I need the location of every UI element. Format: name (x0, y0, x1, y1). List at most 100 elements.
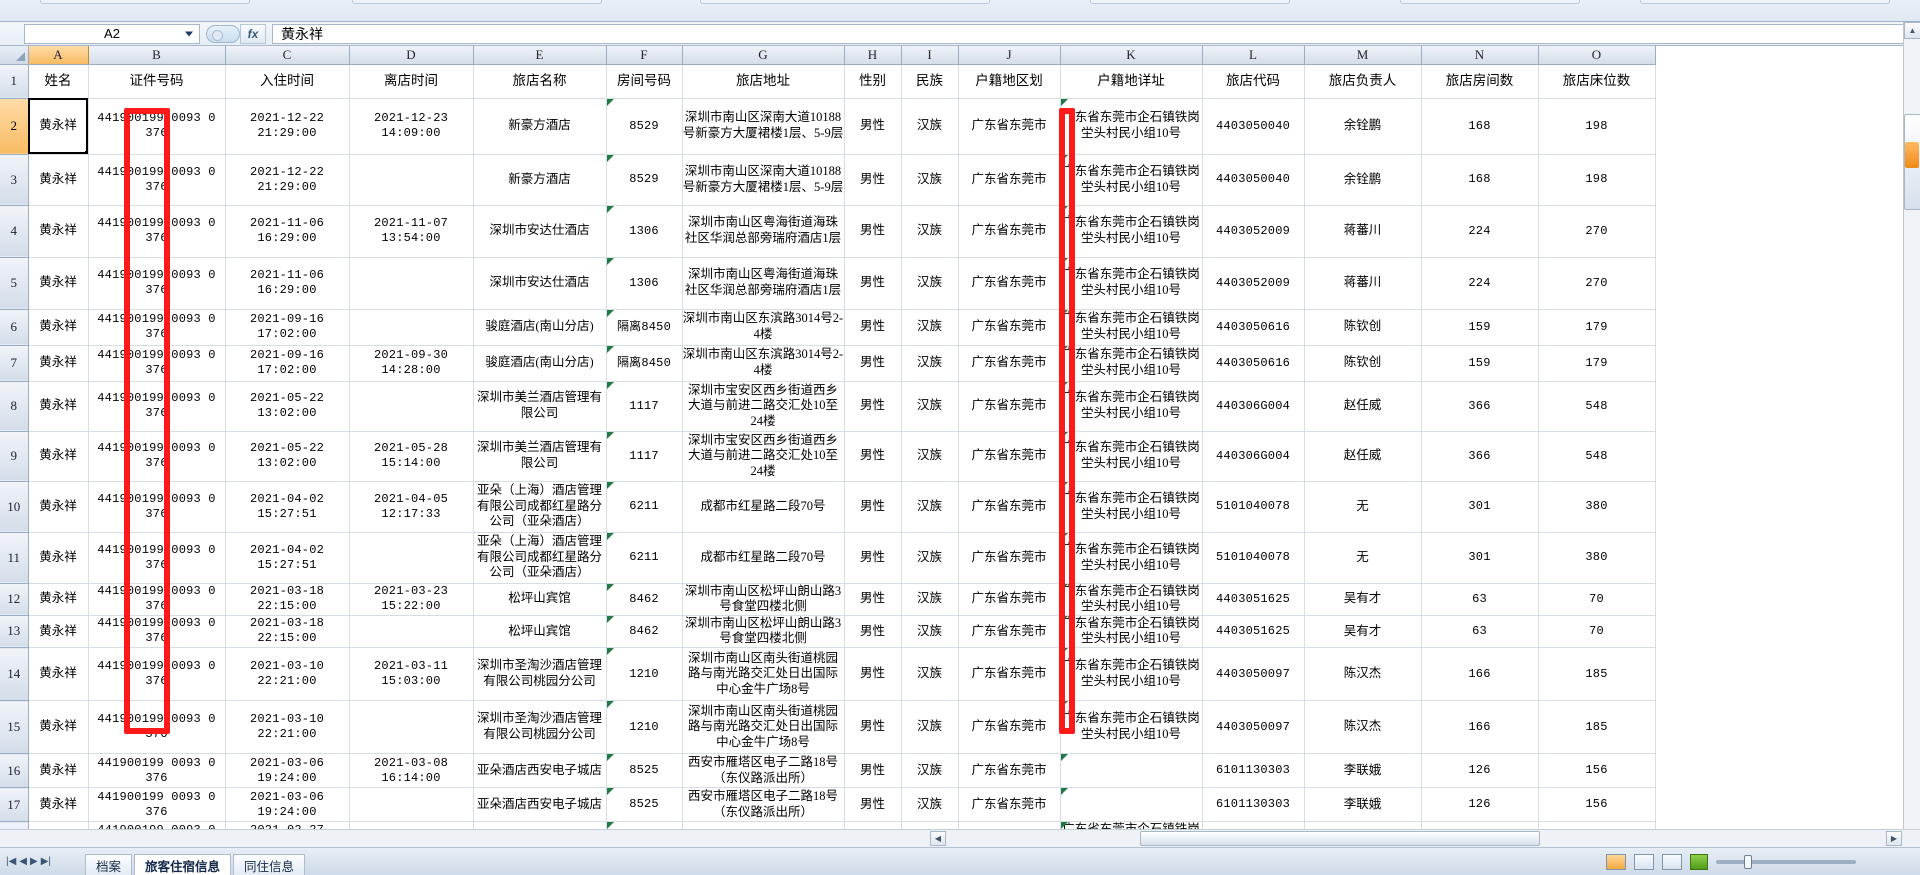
column-title-D[interactable]: 离店时间 (349, 64, 474, 99)
cell-M9[interactable]: 赵任威 (1304, 431, 1422, 482)
cell-K8[interactable]: 广东省东莞市企石镇铁岗坣头村民小组10号 (1060, 381, 1203, 432)
cell-B6[interactable]: 441900199 0093 0 376 (88, 309, 226, 346)
cell-A7[interactable]: 黄永祥 (28, 345, 89, 382)
cell-L9[interactable]: 440306G004 (1202, 431, 1305, 482)
cell-A17[interactable]: 黄永祥 (28, 787, 89, 822)
cell-C17[interactable]: 2021-03-06 19:24:00 (225, 787, 350, 822)
cell-N5[interactable]: 224 (1421, 257, 1539, 310)
cell-N15[interactable]: 166 (1421, 700, 1539, 754)
cell-N8[interactable]: 366 (1421, 381, 1539, 432)
cell-F17[interactable]: 8525 (606, 787, 683, 822)
row-header-1[interactable]: 1 (0, 64, 29, 99)
cell-G13[interactable]: 深圳市南山区松坪山朗山路3号食堂四楼北侧 (682, 615, 845, 649)
cell-L11[interactable]: 5101040078 (1202, 532, 1305, 584)
select-all-corner[interactable] (0, 46, 29, 65)
cell-H9[interactable]: 男性 (844, 431, 902, 482)
cell-K6[interactable]: 广东省东莞市企石镇铁岗坣头村民小组10号 (1060, 309, 1203, 346)
cell-F2[interactable]: 8529 (606, 98, 683, 155)
cell-M5[interactable]: 蒋蕃川 (1304, 257, 1422, 310)
cell-A10[interactable]: 黄永祥 (28, 481, 89, 533)
column-title-F[interactable]: 房间号码 (606, 64, 683, 99)
cell-E6[interactable]: 骏庭酒店(南山分店) (473, 309, 607, 346)
row-header-13[interactable]: 13 (0, 615, 29, 649)
column-title-B[interactable]: 证件号码 (88, 64, 226, 99)
cell-A9[interactable]: 黄永祥 (28, 431, 89, 482)
cell-C4[interactable]: 2021-11-06 16:29:00 (225, 205, 350, 258)
cell-F7[interactable]: 隔离8450 (606, 345, 683, 382)
cell-K9[interactable]: 广东省东莞市企石镇铁岗坣头村民小组10号 (1060, 431, 1203, 482)
name-box[interactable]: A2 (24, 23, 200, 44)
cell-G14[interactable]: 深圳市南山区南头街道桃园路与南光路交汇处日出国际中心金牛广场8号 (682, 647, 845, 701)
cell-E17[interactable]: 亚朵酒店西安电子城店 (473, 787, 607, 822)
cell-L8[interactable]: 440306G004 (1202, 381, 1305, 432)
zoom-slider[interactable] (1716, 854, 1856, 869)
cell-J5[interactable]: 广东省东莞市 (958, 257, 1061, 310)
cell-M12[interactable]: 吴有才 (1304, 583, 1422, 616)
cell-B11[interactable]: 441900199 0093 0 376 (88, 532, 226, 584)
table-row[interactable]: 10 黄永祥 441900199 0093 0 376 2021-04-02 15:2… (0, 481, 1656, 533)
cell-J14[interactable]: 广东省东莞市 (958, 647, 1061, 701)
cell-K7[interactable]: 广东省东莞市企石镇铁岗坣头村民小组10号 (1060, 345, 1203, 382)
horizontal-scroll-thumb[interactable] (1140, 831, 1540, 846)
table-row[interactable]: 6 黄永祥 441900199 0093 0 376 2021-09-16 17:02… (0, 309, 1656, 346)
row-header-17[interactable]: 17 (0, 787, 29, 822)
column-title-O[interactable]: 旅店床位数 (1538, 64, 1656, 99)
cell-C14[interactable]: 2021-03-10 22:21:00 (225, 647, 350, 701)
table-row[interactable]: 15 黄永祥 441900199 0093 0 376 2021-03-10 22:2… (0, 700, 1656, 754)
cell-C15[interactable]: 2021-03-10 22:21:00 (225, 700, 350, 754)
prev-sheet-icon[interactable]: ◀ (19, 856, 27, 867)
cell-M11[interactable]: 无 (1304, 532, 1422, 584)
cell-H14[interactable]: 男性 (844, 647, 902, 701)
cell-H3[interactable]: 男性 (844, 154, 902, 206)
cell-H7[interactable]: 男性 (844, 345, 902, 382)
cell-N14[interactable]: 166 (1421, 647, 1539, 701)
cell-C6[interactable]: 2021-09-16 17:02:00 (225, 309, 350, 346)
column-header-K[interactable]: K (1060, 46, 1203, 65)
cell-M3[interactable]: 余铨鹏 (1304, 154, 1422, 206)
cell-I4[interactable]: 汉族 (901, 205, 959, 258)
table-row[interactable]: 12 黄永祥 441900199 0093 0 376 2021-03-18 22:1… (0, 583, 1656, 616)
table-row[interactable]: 11 黄永祥 441900199 0093 0 376 2021-04-02 15:2… (0, 532, 1656, 584)
cell-F12[interactable]: 8462 (606, 583, 683, 616)
cell-J9[interactable]: 广东省东莞市 (958, 431, 1061, 482)
cell-K14[interactable]: 广东省东莞市企石镇铁岗坣头村民小组10号 (1060, 647, 1203, 701)
cell-O7[interactable]: 179 (1538, 345, 1656, 382)
cell-L6[interactable]: 4403050616 (1202, 309, 1305, 346)
cell-J12[interactable]: 广东省东莞市 (958, 583, 1061, 616)
row-header-2[interactable]: 2 (0, 98, 29, 155)
cell-C13[interactable]: 2021-03-18 22:15:00 (225, 615, 350, 649)
page-break-view-icon[interactable] (1662, 853, 1682, 870)
cell-F16[interactable]: 8525 (606, 753, 683, 788)
cell-K4[interactable]: 广东省东莞市企石镇铁岗坣头村民小组10号 (1060, 205, 1203, 258)
cell-B3[interactable]: 441900199 0093 0 376 (88, 154, 226, 206)
cell-K15[interactable]: 广东省东莞市企石镇铁岗坣头村民小组10号 (1060, 700, 1203, 754)
sheet-nav-buttons[interactable]: |◀ ◀ ▶ ▶| (6, 856, 51, 867)
cell-H6[interactable]: 男性 (844, 309, 902, 346)
cell-D13[interactable] (349, 615, 474, 649)
cell-E15[interactable]: 深圳市圣淘沙酒店管理有限公司桃园分公司 (473, 700, 607, 754)
cell-O12[interactable]: 70 (1538, 583, 1656, 616)
sheet-table[interactable]: A B C D E F G H I J K L M N O 1 姓名 证件号码 入住时间 离店时间 旅店名称 房间号码 旅… (0, 46, 1656, 846)
row-header-5[interactable]: 5 (0, 257, 29, 310)
cell-A2[interactable]: 黄永祥 (28, 98, 89, 155)
column-header-B[interactable]: B (88, 46, 226, 65)
cell-H15[interactable]: 男性 (844, 700, 902, 754)
cell-O8[interactable]: 548 (1538, 381, 1656, 432)
cell-D17[interactable] (349, 787, 474, 822)
cell-F13[interactable]: 8462 (606, 615, 683, 649)
first-sheet-icon[interactable]: |◀ (6, 856, 17, 867)
table-row[interactable]: 13 黄永祥 441900199 0093 0 376 2021-03-18 22:1… (0, 615, 1656, 649)
cell-E10[interactable]: 亚朵（上海）酒店管理有限公司成都红星路分公司（亚朵酒店） (473, 481, 607, 533)
cell-H16[interactable]: 男性 (844, 753, 902, 788)
cell-E9[interactable]: 深圳市美兰酒店管理有限公司 (473, 431, 607, 482)
cell-H2[interactable]: 男性 (844, 98, 902, 155)
cell-O10[interactable]: 380 (1538, 481, 1656, 533)
cell-D2[interactable]: 2021-12-23 14:09:00 (349, 98, 474, 155)
cell-L3[interactable]: 4403050040 (1202, 154, 1305, 206)
cell-I6[interactable]: 汉族 (901, 309, 959, 346)
vertical-scrollbar[interactable]: ▲ ▼ (1903, 22, 1920, 846)
cell-O17[interactable]: 156 (1538, 787, 1656, 822)
cell-L2[interactable]: 4403050040 (1202, 98, 1305, 155)
cell-H4[interactable]: 男性 (844, 205, 902, 258)
cell-J6[interactable]: 广东省东莞市 (958, 309, 1061, 346)
